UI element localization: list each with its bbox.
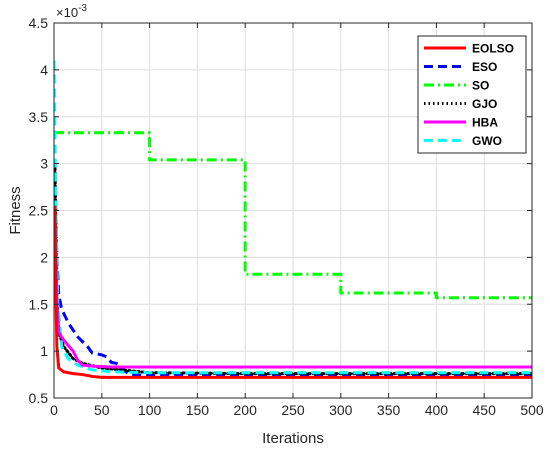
y-tick-label: 4.5: [29, 15, 49, 31]
x-tick-label: 400: [425, 402, 449, 418]
legend-label-eso: ESO: [472, 60, 497, 74]
legend-label-gwo: GWO: [472, 134, 502, 148]
legend-label-gjo: GJO: [472, 97, 497, 111]
legend-box: [417, 35, 527, 154]
x-tick-label: 350: [377, 402, 401, 418]
x-tick-label: 250: [281, 402, 305, 418]
y-axis-label: Fitness: [7, 186, 24, 234]
y-tick-label: 1: [40, 343, 48, 359]
x-tick-label: 300: [329, 402, 353, 418]
y-exponent-label: ×10-3: [56, 3, 87, 20]
y-tick-label: 0.5: [29, 390, 49, 406]
y-tick-label: 1.5: [29, 296, 49, 312]
x-tick-label: 200: [234, 402, 258, 418]
series-line-so: [54, 131, 532, 300]
x-tick-label: 50: [94, 402, 110, 418]
x-tick-label: 450: [473, 402, 497, 418]
legend-label-hba: HBA: [472, 116, 498, 130]
y-tick-label: 4: [40, 62, 48, 78]
x-tick-label: 0: [50, 402, 58, 418]
x-tick-label: 100: [138, 402, 162, 418]
y-tick-label: 3.5: [29, 109, 49, 125]
legend-label-eolso: EOLSO: [472, 42, 514, 56]
axis-ticks: 0 50 100 150 200 250 300 350 400 450 500 0.5 1 1.5 2 2.…: [29, 15, 544, 418]
y-tick-label: 2: [40, 249, 48, 265]
legend: EOLSO ESO SO GJO HBA GWO: [417, 35, 527, 154]
x-tick-label: 500: [520, 402, 544, 418]
series-line-eolso: [54, 205, 532, 379]
y-tick-label: 3: [40, 156, 48, 172]
x-axis-label: Iterations: [262, 430, 324, 447]
x-tick-label: 150: [186, 402, 210, 418]
plot-series: [54, 60, 532, 379]
legend-label-so: SO: [472, 79, 489, 93]
y-tick-label: 2.5: [29, 203, 49, 219]
series-line-eso: [54, 172, 532, 377]
